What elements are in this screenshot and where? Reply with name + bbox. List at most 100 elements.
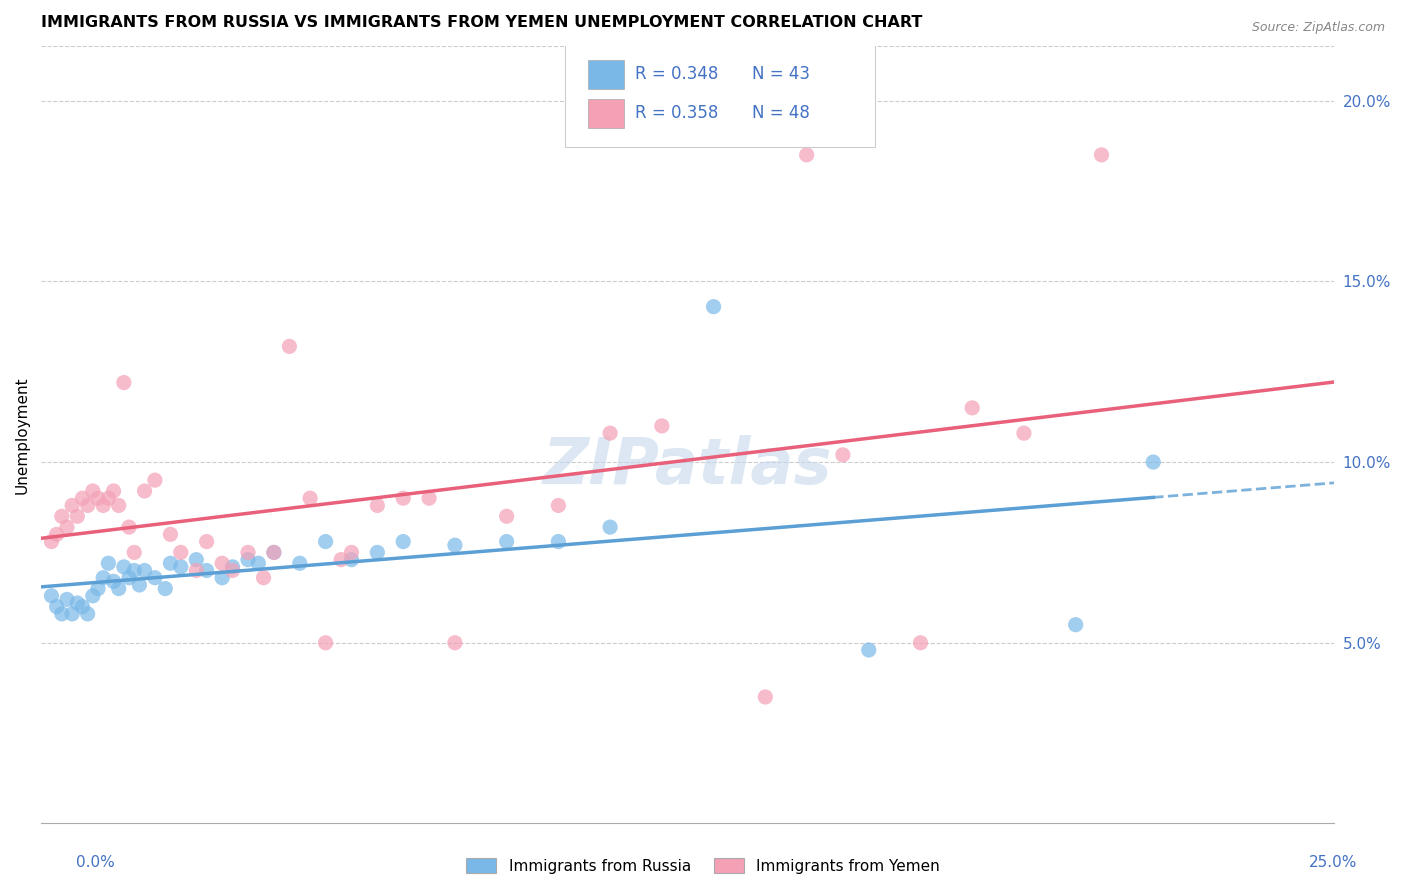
Y-axis label: Unemployment: Unemployment xyxy=(15,376,30,494)
Point xyxy=(444,636,467,650)
Point xyxy=(134,483,156,498)
Text: IMMIGRANTS FROM RUSSIA VS IMMIGRANTS FROM YEMEN UNEMPLOYMENT CORRELATION CHART: IMMIGRANTS FROM RUSSIA VS IMMIGRANTS FRO… xyxy=(41,15,922,30)
Point xyxy=(186,564,208,578)
Text: 0.0%: 0.0% xyxy=(76,855,115,870)
Point xyxy=(418,491,440,506)
Text: 25.0%: 25.0% xyxy=(1309,855,1357,870)
Text: N = 48: N = 48 xyxy=(752,104,810,122)
Point xyxy=(1090,148,1112,162)
Text: R = 0.348: R = 0.348 xyxy=(634,65,718,84)
Point xyxy=(651,418,673,433)
Point xyxy=(195,534,218,549)
Point xyxy=(45,599,67,614)
Point xyxy=(263,545,285,559)
Point xyxy=(60,499,83,513)
Point xyxy=(170,560,193,574)
Text: Source: ZipAtlas.com: Source: ZipAtlas.com xyxy=(1251,21,1385,35)
FancyBboxPatch shape xyxy=(588,60,624,89)
Text: R = 0.358: R = 0.358 xyxy=(634,104,718,122)
Point xyxy=(128,578,150,592)
Point xyxy=(118,571,141,585)
Point xyxy=(107,582,129,596)
Point xyxy=(45,527,67,541)
Point xyxy=(186,552,208,566)
Point xyxy=(315,636,337,650)
Point xyxy=(97,491,120,506)
Point xyxy=(82,589,104,603)
Point xyxy=(960,401,983,415)
Point xyxy=(56,520,79,534)
Point xyxy=(340,552,363,566)
Point xyxy=(796,148,818,162)
Point xyxy=(1064,617,1087,632)
Point xyxy=(159,527,181,541)
Point xyxy=(392,534,415,549)
Point xyxy=(1142,455,1164,469)
Point xyxy=(91,571,114,585)
Point xyxy=(122,564,145,578)
Point xyxy=(97,556,120,570)
Point xyxy=(107,499,129,513)
Point xyxy=(91,499,114,513)
Point xyxy=(236,552,259,566)
Point xyxy=(315,534,337,549)
Point xyxy=(56,592,79,607)
Point xyxy=(195,564,218,578)
Point xyxy=(72,491,94,506)
Point xyxy=(703,300,725,314)
Point xyxy=(599,426,621,441)
Point xyxy=(366,499,388,513)
Point xyxy=(134,564,156,578)
Point xyxy=(66,596,89,610)
Point xyxy=(910,636,932,650)
Point xyxy=(495,534,517,549)
Point xyxy=(76,499,98,513)
Point xyxy=(221,560,243,574)
Point xyxy=(170,545,193,559)
Point xyxy=(87,491,110,506)
Point xyxy=(112,560,135,574)
Point xyxy=(366,545,388,559)
Point xyxy=(1012,426,1035,441)
Point xyxy=(495,509,517,524)
Point xyxy=(278,339,301,353)
Point xyxy=(754,690,776,704)
Point xyxy=(72,599,94,614)
Point xyxy=(112,376,135,390)
Point xyxy=(87,582,110,596)
Point xyxy=(51,607,73,621)
Point xyxy=(60,607,83,621)
Point xyxy=(143,571,166,585)
Point xyxy=(51,509,73,524)
Point xyxy=(392,491,415,506)
Point xyxy=(444,538,467,552)
Point xyxy=(211,571,233,585)
Point xyxy=(41,589,63,603)
FancyBboxPatch shape xyxy=(588,98,624,128)
Point xyxy=(76,607,98,621)
Point xyxy=(247,556,270,570)
Point xyxy=(211,556,233,570)
Point xyxy=(252,571,274,585)
Point xyxy=(118,520,141,534)
Point xyxy=(143,473,166,487)
Point xyxy=(41,534,63,549)
Point xyxy=(103,574,125,589)
Point xyxy=(103,483,125,498)
Point xyxy=(599,520,621,534)
Point xyxy=(122,545,145,559)
Point xyxy=(155,582,177,596)
Point xyxy=(66,509,89,524)
FancyBboxPatch shape xyxy=(565,43,875,147)
Point xyxy=(340,545,363,559)
Point xyxy=(831,448,853,462)
Point xyxy=(263,545,285,559)
Point xyxy=(221,564,243,578)
Point xyxy=(82,483,104,498)
Point xyxy=(288,556,311,570)
Point xyxy=(547,534,569,549)
Point xyxy=(330,552,353,566)
Text: N = 43: N = 43 xyxy=(752,65,810,84)
Legend: Immigrants from Russia, Immigrants from Yemen: Immigrants from Russia, Immigrants from … xyxy=(460,852,946,880)
Point xyxy=(236,545,259,559)
